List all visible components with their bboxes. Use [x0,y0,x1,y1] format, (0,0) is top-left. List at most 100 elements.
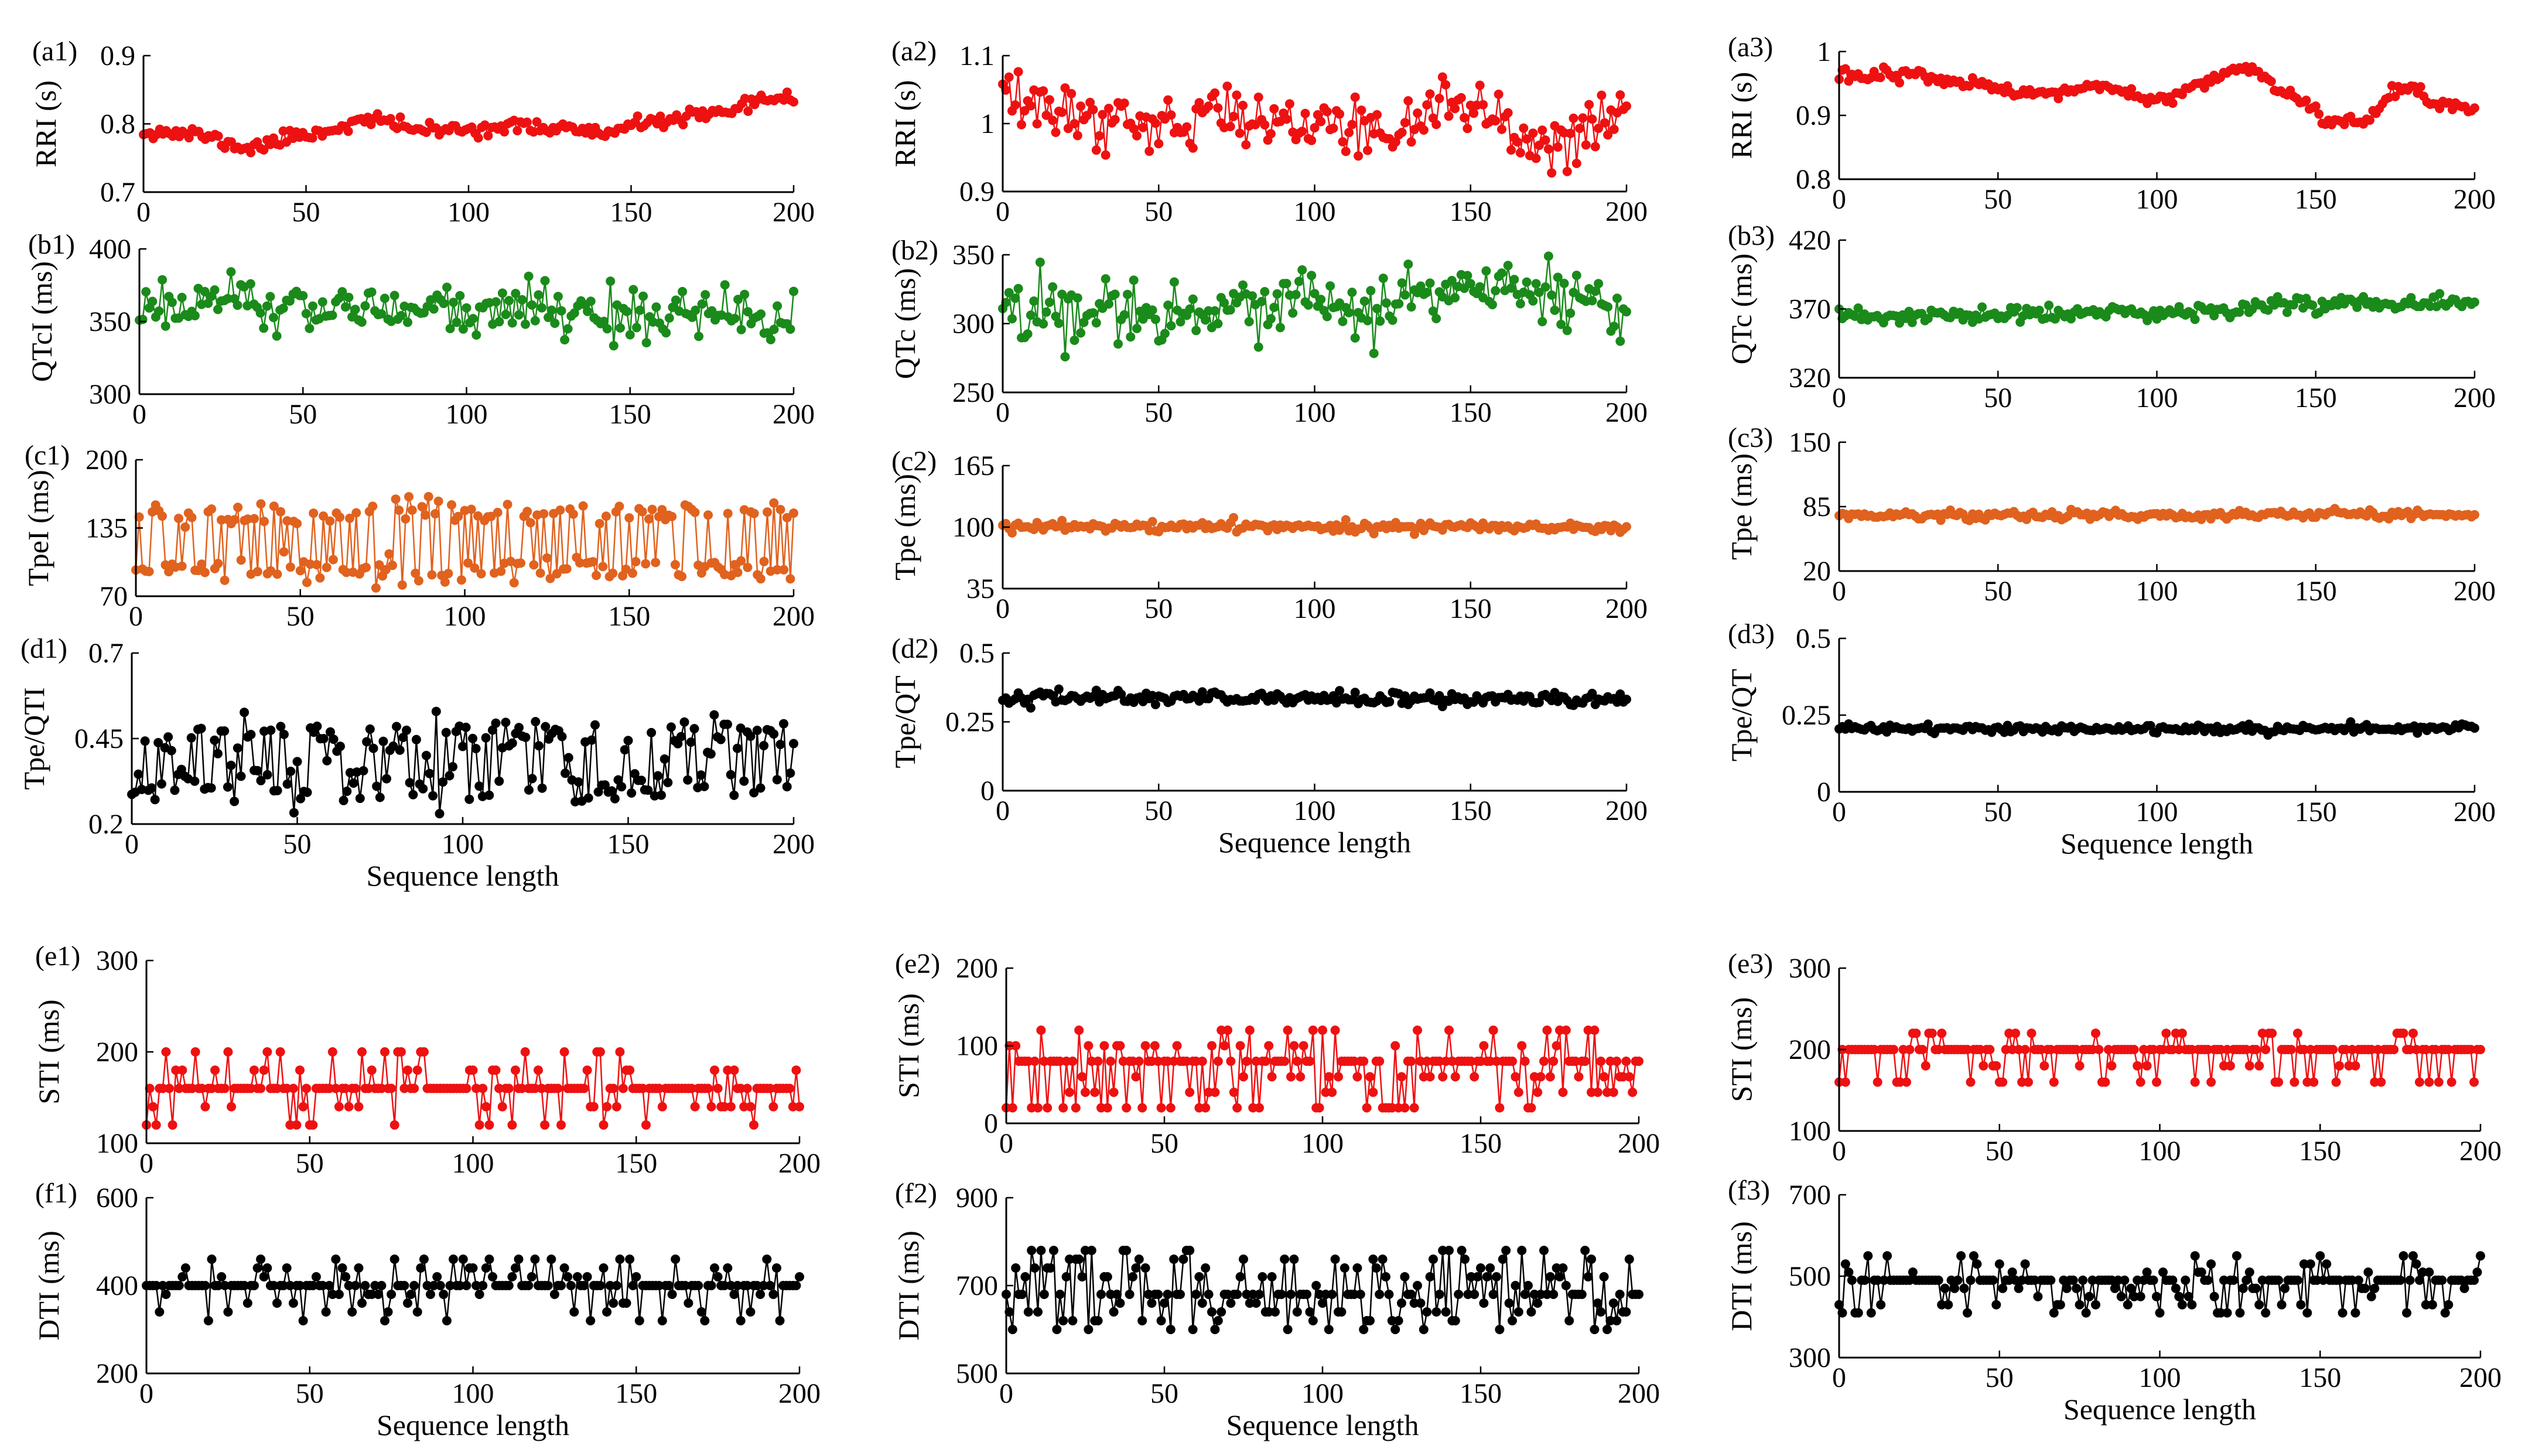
data-point [624,513,634,523]
data-point [230,797,240,806]
data-point [1242,1057,1252,1066]
x-tick-label: 200 [1618,1378,1660,1409]
data-point [775,505,785,514]
data-point [1456,93,1466,102]
data-point [1584,100,1594,110]
data-point [1305,1307,1315,1317]
data-point [1255,1103,1264,1113]
data-point [140,736,150,746]
data-point [2206,1259,2216,1269]
data-point [625,330,635,340]
data-point [207,1255,217,1264]
data-point [200,1281,210,1290]
data-point [1513,1088,1523,1097]
data-point [1297,265,1307,275]
data-point [1043,1103,1053,1113]
data-point [1495,1325,1505,1334]
data-point [2476,1251,2485,1261]
data-point [259,323,269,333]
data-point [2011,1275,2021,1285]
data-point [1550,305,1560,315]
data-point [2365,115,2374,125]
data-point [406,1290,416,1299]
data-point [439,1290,449,1299]
data-point [1520,1057,1530,1066]
data-point [2020,1259,2030,1269]
data-point [1590,142,1600,152]
x-axis-title: Sequence length [2063,1393,2256,1426]
y-tick-label: 0.7 [100,177,135,208]
data-point [1450,104,1460,114]
y-tick-label: 0.5 [1796,623,1831,654]
data-point [556,1281,566,1290]
data-point [334,1290,344,1299]
data-point [504,296,514,306]
data-point [1225,122,1235,132]
data-point [699,781,709,791]
data-point [1311,1281,1321,1290]
data-point [1397,1298,1406,1308]
data-point [2072,1283,2082,1293]
data-point [530,316,540,326]
data-point [200,286,210,296]
data-point [240,708,250,717]
data-point [710,1263,719,1273]
data-point [1494,90,1504,99]
data-point [768,1102,778,1112]
data-point [2238,1283,2248,1293]
data-point [1537,125,1547,135]
data-point [524,1281,534,1290]
data-point [1023,329,1033,339]
data-point [1156,1316,1166,1325]
x-tick-label: 200 [2459,1136,2502,1167]
data-point [2267,1028,2277,1038]
data-point [1213,1316,1223,1325]
data-point [269,313,278,323]
data-point [641,559,651,569]
data-point [1966,1077,1976,1087]
x-tick-label: 100 [447,197,490,228]
data-point [148,1102,158,1112]
data-point [377,1084,387,1093]
panel-label: (b3) [1728,220,1775,251]
data-point [497,1102,507,1112]
data-point [1314,1103,1324,1113]
data-point [1310,289,1320,299]
data-point [631,323,641,333]
data-point [1226,1298,1236,1308]
series-line-e2 [1005,1029,1639,1109]
y-tick-label: 100 [956,1031,998,1062]
data-point [1191,326,1201,336]
data-point [2020,1045,2030,1054]
data-point [259,145,269,155]
data-point [736,556,746,566]
data-point [690,507,700,517]
data-point [756,783,766,793]
data-point [1597,90,1607,100]
data-point [743,307,753,317]
data-point [1575,124,1585,134]
y-tick-label: 250 [952,377,995,408]
data-point [1444,1246,1454,1255]
x-tick-label: 50 [1984,576,2012,607]
data-point [166,746,176,756]
data-point [1406,1290,1416,1299]
data-point [449,298,459,307]
data-point [553,292,563,302]
data-point [680,1281,690,1290]
data-point [449,1255,458,1264]
data-point [2396,1275,2405,1285]
data-point [1020,106,1030,116]
data-point [1055,1290,1065,1299]
data-point [545,573,555,583]
data-point [1511,1072,1520,1082]
data-point [628,285,638,295]
data-point [345,514,354,523]
data-point [1905,1045,1915,1054]
data-point [667,512,677,521]
data-point [1296,1072,1306,1082]
data-point [367,1290,377,1299]
data-point [1438,1072,1448,1082]
data-point [2292,1028,2302,1038]
